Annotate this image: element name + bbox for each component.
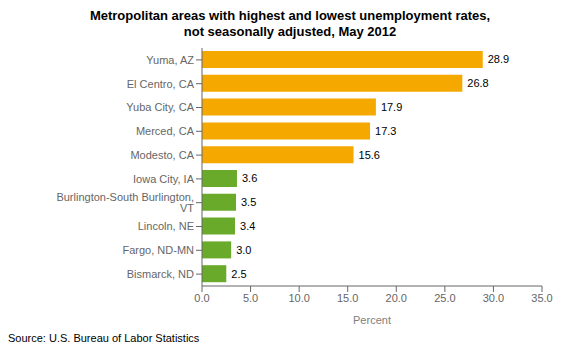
svg-text:28.9: 28.9 [488,53,509,65]
svg-text:26.8: 26.8 [467,77,488,89]
svg-text:30.0: 30.0 [483,292,504,304]
svg-text:2.5: 2.5 [231,268,246,280]
svg-text:15.0: 15.0 [337,292,358,304]
svg-text:Merced, CA: Merced, CA [136,125,195,137]
svg-text:Burlington-South Burlington,VT: Burlington-South Burlington,VT [56,191,194,214]
svg-text:15.6: 15.6 [359,149,380,161]
svg-text:Fargo, ND-MN: Fargo, ND-MN [122,244,194,256]
svg-text:3.4: 3.4 [240,220,255,232]
svg-text:Iowa City, IA: Iowa City, IA [133,173,195,185]
svg-text:17.9: 17.9 [381,101,402,113]
svg-text:25.0: 25.0 [434,292,455,304]
svg-text:Lincoln, NE: Lincoln, NE [138,220,194,232]
html-text:Metropolitan areas with highes: Metropolitan areas with highest and lowe… [89,8,491,39]
svg-text:3.6: 3.6 [242,172,257,184]
svg-text:Percent: Percent [353,314,391,326]
html-text:Source: U.S. Bureau of Labor S: Source: U.S. Bureau of Labor Statistics [8,332,200,344]
svg-text:3.0: 3.0 [236,244,251,256]
svg-text:Modesto, CA: Modesto, CA [130,149,194,161]
svg-text:35.0: 35.0 [531,292,552,304]
svg-text:17.3: 17.3 [375,125,396,137]
svg-text:Bismarck, ND: Bismarck, ND [127,268,194,280]
svg-text:5.0: 5.0 [243,292,258,304]
svg-text:10.0: 10.0 [288,292,309,304]
svg-text:0.0: 0.0 [194,292,209,304]
svg-text:20.0: 20.0 [386,292,407,304]
svg-text:El Centro, CA: El Centro, CA [127,78,195,90]
svg-text:Yuba City, CA: Yuba City, CA [126,101,194,113]
svg-text:Yuma, AZ: Yuma, AZ [146,54,194,66]
svg-text:3.5: 3.5 [241,196,256,208]
